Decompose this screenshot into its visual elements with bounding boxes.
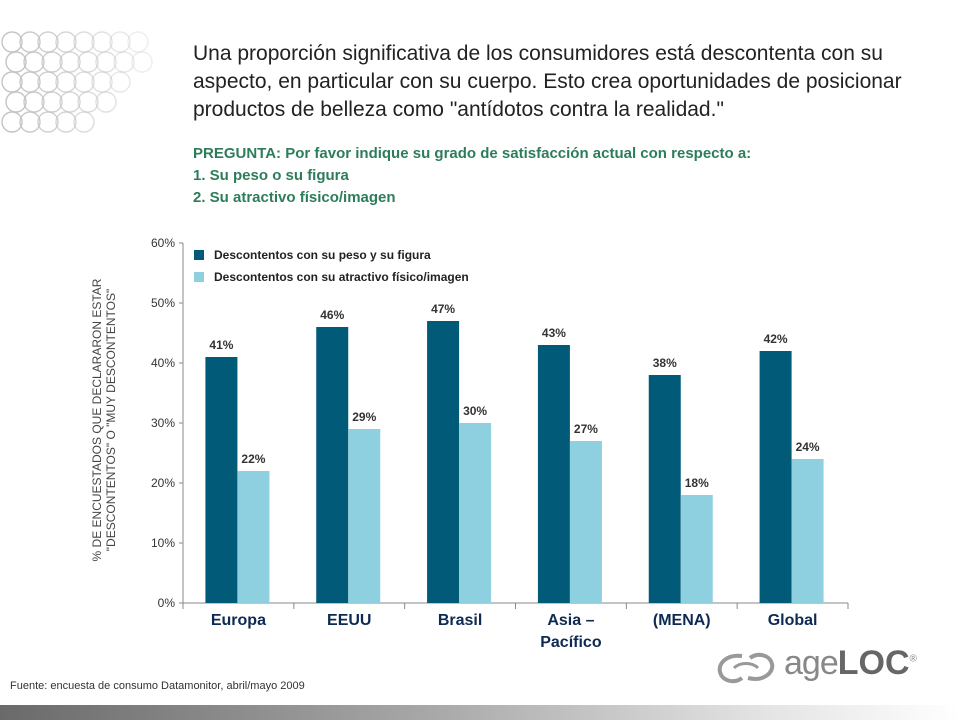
decorative-ring [59, 51, 81, 73]
decorative-ring [37, 31, 59, 53]
bar-weight-figure [427, 321, 460, 603]
y-tick-label: 0% [158, 596, 176, 610]
bar-attractiveness [791, 459, 824, 603]
decorative-ring [19, 111, 41, 133]
y-tick-label: 20% [151, 476, 175, 490]
decorative-ring [95, 91, 117, 113]
headline: Una proporción significativa de los cons… [193, 42, 902, 121]
bar-weight-figure [648, 375, 681, 603]
decorative-ring [109, 31, 131, 53]
decorative-ring [23, 91, 45, 113]
bar-value-label: 22% [241, 452, 265, 466]
decorative-ring [23, 51, 45, 73]
bar-attractiveness [569, 441, 602, 603]
decorative-ring [5, 51, 27, 73]
bar-value-label: 42% [764, 332, 788, 346]
decorative-ring [131, 51, 153, 73]
decorative-ring [77, 51, 99, 73]
survey-question: PREGUNTA: Por favor indique su grado de … [193, 143, 933, 209]
bar-attractiveness [348, 429, 381, 603]
x-category-label: Europa [211, 612, 266, 629]
x-category-label: Brasil [438, 612, 482, 629]
y-tick-label: 10% [151, 536, 175, 550]
ageloc-logo: ageLOC® [712, 644, 922, 688]
decorative-ring [77, 91, 99, 113]
x-category-label: EEUU [327, 612, 371, 629]
legend-label: Descontentos con su atractivo físico/ima… [214, 270, 469, 284]
bar-value-label: 29% [352, 410, 376, 424]
bar-weight-figure [759, 351, 792, 603]
bottom-gradient-bar [0, 705, 960, 720]
y-tick-label: 50% [151, 296, 175, 310]
x-category-label: Pacífico [540, 634, 602, 651]
y-tick-label: 30% [151, 416, 175, 430]
bar-value-label: 46% [320, 308, 344, 322]
decorative-rings-graphic [1, 31, 153, 133]
ageloc-logo-mark-icon [717, 652, 775, 684]
question-line-1: PREGUNTA: Por favor indique su grado de … [193, 145, 752, 162]
ageloc-logo-text: ageLOC® [784, 644, 917, 682]
bar-weight-figure [205, 357, 238, 603]
y-tick-label: 60% [151, 236, 175, 250]
decorative-ring [41, 91, 63, 113]
decorative-ring [113, 51, 135, 73]
bar-value-label: 27% [574, 422, 598, 436]
decorative-ring [73, 71, 95, 93]
bar-attractiveness [459, 423, 492, 603]
source-note: Fuente: encuesta de consumo Datamonitor,… [10, 680, 305, 692]
bar-value-label: 38% [653, 356, 677, 370]
decorative-ring [19, 71, 41, 93]
decorative-ring [1, 71, 23, 93]
x-category-label: Asia – [547, 612, 594, 629]
decorative-ring [41, 51, 63, 73]
decorative-ring [55, 31, 77, 53]
legend-label: Descontentos con su peso y su figura [214, 248, 431, 262]
decorative-ring [1, 31, 23, 53]
decorative-ring [19, 31, 41, 53]
x-category-label: Global [768, 612, 818, 629]
bar-value-label: 18% [685, 476, 709, 490]
decorative-ring [91, 71, 113, 93]
bar-value-label: 47% [431, 302, 455, 316]
x-category-label: (MENA) [653, 612, 711, 629]
bar-value-label: 30% [463, 404, 487, 418]
decorative-ring [73, 111, 95, 133]
decorative-ring [55, 111, 77, 133]
question-line-2: 1. Su peso o su figura [193, 167, 349, 184]
decorative-ring [59, 91, 81, 113]
decorative-ring [5, 91, 27, 113]
decorative-ring [55, 71, 77, 93]
question-line-3: 2. Su atractivo físico/imagen [193, 189, 396, 206]
bar-value-label: 24% [796, 440, 820, 454]
decorative-ring [73, 31, 95, 53]
decorative-ring [1, 111, 23, 133]
legend-swatch [194, 272, 204, 282]
bar-value-label: 41% [209, 338, 233, 352]
bar-weight-figure [316, 327, 349, 603]
bar-weight-figure [537, 345, 570, 603]
bar-value-label: 43% [542, 326, 566, 340]
bar-attractiveness [237, 471, 270, 603]
decorative-ring [91, 31, 113, 53]
decorative-ring [109, 71, 131, 93]
bar-attractiveness [680, 495, 713, 603]
decorative-ring [37, 71, 59, 93]
decorative-ring [95, 51, 117, 73]
decorative-ring [127, 31, 149, 53]
legend-swatch [194, 250, 204, 260]
decorative-ring [37, 111, 59, 133]
y-tick-label: 40% [151, 356, 175, 370]
